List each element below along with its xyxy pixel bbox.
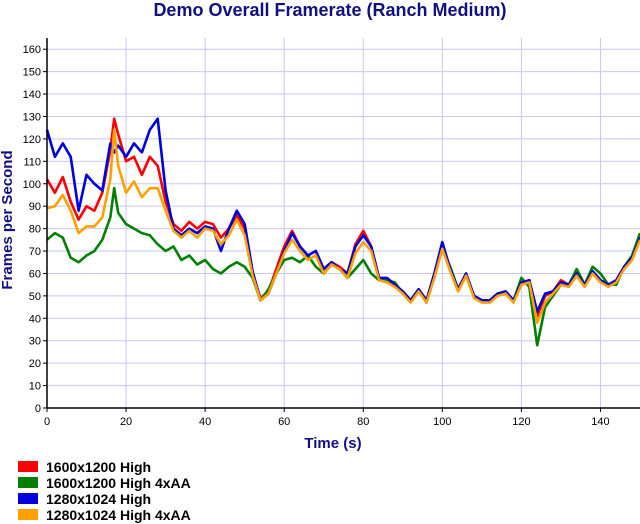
y-tick-label: 160: [23, 44, 41, 56]
y-tick-labels: 0 10 20 30 40 50 60 70 80 90 100 110 120 130 140 150 160: [23, 44, 41, 415]
x-tick-label: 140: [591, 416, 609, 428]
x-tick-labels: 0 20 40 60 80 100 120 140: [44, 416, 610, 428]
y-tick-label: 130: [23, 111, 41, 123]
y-tick-label: 100: [23, 179, 41, 191]
y-tick-label: 80: [29, 224, 41, 236]
y-tick-label: 120: [23, 134, 41, 146]
axes: [43, 38, 640, 412]
series-line-1: [45, 117, 640, 318]
y-tick-label: 30: [29, 336, 41, 348]
x-tick-label: 120: [512, 416, 530, 428]
y-tick-label: 40: [29, 313, 41, 325]
x-tick-label: 40: [199, 416, 211, 428]
y-tick-label: 0: [35, 403, 41, 415]
x-tick-label: 80: [357, 416, 369, 428]
grid-lines: [47, 38, 640, 408]
legend-swatch: [18, 461, 38, 472]
y-axis-label: Frames per Second: [0, 150, 16, 289]
series-line-2: [46, 186, 640, 347]
legend-label: 1600x1200 High 4xAA: [46, 475, 191, 491]
series-lines: [45, 117, 640, 347]
y-tick-label: 110: [23, 156, 41, 168]
legend-swatch: [18, 477, 38, 488]
y-tick-label: 50: [29, 291, 41, 303]
y-tick-label: 90: [29, 201, 41, 213]
legend-label: 1600x1200 High: [46, 459, 151, 475]
y-tick-label: 70: [29, 246, 41, 258]
x-tick-label: 100: [433, 416, 451, 428]
x-axis-label: Time (s): [304, 435, 361, 452]
legend-label: 1280x1024 High 4xAA: [46, 507, 191, 523]
chart-title: Demo Overall Framerate (Ranch Medium): [153, 0, 506, 20]
series-line-4: [46, 128, 640, 325]
y-tick-label: 150: [23, 67, 41, 79]
legend-swatch: [18, 493, 38, 504]
y-tick-label: 20: [29, 358, 41, 370]
y-tick-label: 10: [29, 381, 41, 393]
legend-label: 1280x1024 High: [46, 491, 151, 507]
x-tick-label: 20: [120, 416, 132, 428]
legend-swatch: [18, 509, 38, 520]
y-tick-label: 140: [23, 89, 41, 101]
y-tick-label: 60: [29, 268, 41, 280]
series-line-3: [45, 117, 640, 313]
x-tick-label: 60: [278, 416, 290, 428]
x-tick-label: 0: [44, 416, 50, 428]
